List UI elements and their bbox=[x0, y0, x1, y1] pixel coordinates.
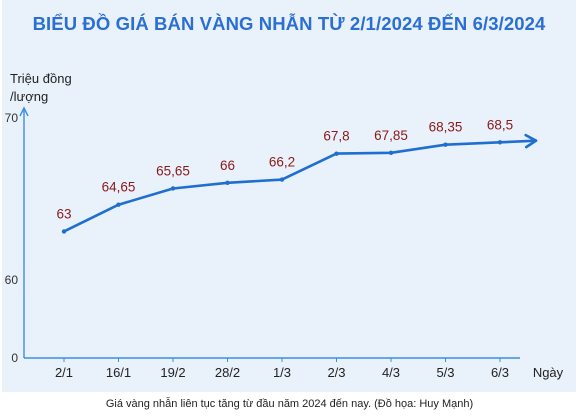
data-label: 63 bbox=[56, 206, 71, 221]
x-axis-label: Ngày bbox=[533, 365, 564, 380]
data-point bbox=[225, 180, 230, 185]
y-tick-labels: 70 60 0 bbox=[5, 111, 19, 365]
x-tick-label: 1/3 bbox=[273, 365, 291, 380]
series-end-arrow bbox=[524, 133, 538, 149]
line-chart: 70 60 0 2/1 16/1 19/2 28/2 1/3 2/3 4/3 5/3 6/3 Ngày… bbox=[5, 106, 564, 380]
axes bbox=[19, 106, 520, 359]
data-point bbox=[443, 142, 448, 147]
figure-caption: Giá vàng nhẫn liên tục tăng từ đầu năm 2… bbox=[105, 398, 474, 410]
data-point bbox=[279, 177, 285, 182]
y-axis-arrow bbox=[19, 106, 29, 117]
chart-title: BIỂU ĐỒ GIÁ BÁN VÀNG NHẪN TỪ 2/1/2024 ĐẾ… bbox=[32, 13, 546, 34]
x-tick-label: 5/3 bbox=[436, 365, 454, 380]
y-tick-label: 60 bbox=[5, 273, 19, 287]
data-label: 65,65 bbox=[156, 163, 190, 178]
data-labels: 63 64,65 65,65 66 66,2 67,8 67,85 68,35 68,5 bbox=[56, 117, 513, 221]
data-point bbox=[388, 150, 394, 156]
x-tick-label: 2/3 bbox=[327, 365, 345, 380]
y-tick-label: 0 bbox=[11, 351, 18, 365]
x-tick-label: 19/2 bbox=[160, 365, 185, 380]
data-point bbox=[170, 186, 176, 191]
series-line-group bbox=[61, 133, 538, 234]
series-line bbox=[62, 139, 538, 233]
data-label: 67,85 bbox=[374, 128, 408, 143]
x-tick-label: 28/2 bbox=[215, 365, 240, 380]
x-tick-labels: 2/1 16/1 19/2 28/2 1/3 2/3 4/3 5/3 6/3 Ngày bbox=[55, 358, 564, 380]
x-tick-label: 16/1 bbox=[106, 365, 131, 380]
data-point bbox=[61, 229, 67, 234]
data-label: 68,5 bbox=[487, 117, 513, 132]
data-label: 64,65 bbox=[102, 180, 136, 195]
data-point bbox=[116, 202, 121, 207]
x-tick-label: 6/3 bbox=[491, 365, 509, 380]
data-label: 66,2 bbox=[269, 155, 295, 170]
chart-panel: BIỂU ĐỒ GIÁ BÁN VÀNG NHẪN TỪ 2/1/2024 ĐẾ… bbox=[2, 0, 576, 392]
data-point bbox=[334, 151, 339, 156]
data-point bbox=[497, 140, 503, 145]
x-tick-label: 2/1 bbox=[55, 365, 73, 380]
data-label: 66 bbox=[220, 158, 235, 173]
y-axis-label: Triệu đồng /lượng bbox=[10, 71, 72, 104]
data-label: 67,8 bbox=[323, 129, 349, 144]
x-tick-label: 4/3 bbox=[382, 365, 400, 380]
data-label: 68,35 bbox=[429, 120, 463, 135]
y-tick-label: 70 bbox=[5, 111, 19, 125]
